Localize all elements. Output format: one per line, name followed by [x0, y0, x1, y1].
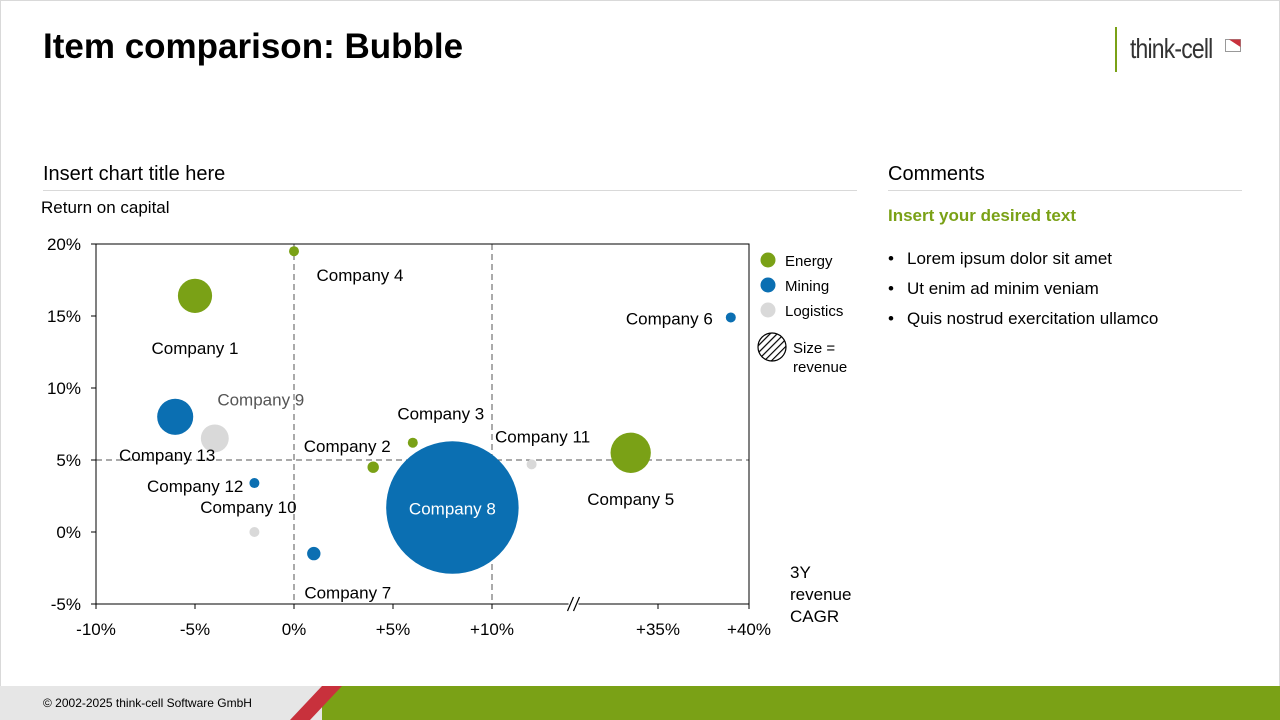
bubble-label: Company 6: [626, 309, 713, 328]
bubble: [307, 546, 321, 561]
size-legend-icon: [757, 332, 787, 362]
legend-label: Energy: [785, 253, 833, 270]
bubble-label: Company 3: [397, 405, 484, 424]
x-tick-label: -10%: [76, 620, 116, 639]
bullet-dot-icon: •: [888, 279, 894, 298]
bubble: [177, 278, 213, 313]
legend-label: Logistics: [785, 303, 843, 320]
comments-divider: [888, 190, 1242, 191]
bubble-label: Company 11: [495, 427, 590, 446]
bubble-label: Company 13: [119, 446, 215, 465]
plot-frame: [95, 243, 750, 605]
legend-marker: [760, 252, 776, 268]
footer-red-stripe: [290, 686, 342, 720]
comments-title: Comments: [888, 163, 985, 185]
x-axis-label: 3Y revenue CAGR: [790, 563, 851, 626]
bubble-label: Company 1: [152, 339, 239, 358]
legend-marker: [760, 302, 776, 318]
bullet-item: • Lorem ipsum dolor sit amet: [888, 244, 1158, 274]
bubble: [610, 432, 651, 473]
bubble-label: Company 7: [304, 584, 391, 603]
x-tick-label: 0%: [282, 620, 307, 639]
bubble-label: Company 4: [317, 266, 404, 285]
bubble: [289, 246, 299, 257]
y-tick-label: 15%: [47, 307, 81, 326]
x-tick-label: +10%: [470, 620, 514, 639]
axis-break-mark: [566, 596, 575, 612]
x-tick-label: +35%: [636, 620, 680, 639]
y-tick-label: 20%: [47, 235, 81, 254]
legend-marker: [760, 277, 776, 293]
bubble: [249, 527, 260, 537]
axis-break-mark: [572, 596, 581, 612]
y-axis-label: Return on capital: [41, 198, 170, 217]
size-legend-label: Size = revenue: [793, 340, 847, 376]
bubble-label: Company 5: [587, 490, 674, 509]
bubble-label: Company 12: [147, 477, 243, 496]
bullet-item: • Quis nostrud exercitation ullamco: [888, 304, 1158, 334]
bullet-text: Ut enim ad minim veniam: [907, 279, 1099, 298]
bullet-item: • Ut enim ad minim veniam: [888, 274, 1158, 304]
y-tick-label: 5%: [56, 451, 81, 470]
comments-subtitle: Insert your desired text: [888, 206, 1077, 225]
bubble: [249, 478, 260, 489]
y-tick-label: 10%: [47, 379, 81, 398]
axis-break-gap: [568, 596, 579, 612]
logo-mark-icon: [1225, 39, 1241, 52]
think-cell-logo: think-cell: [1115, 27, 1245, 73]
bubble-chart: Return on capital -5% 0% 5% 10% 15% 20% -10% -5…: [41, 198, 851, 639]
bubble: [526, 459, 537, 470]
x-tick-label: -5%: [180, 620, 210, 639]
bubble-label: Company 10: [200, 498, 296, 517]
bullet-dot-icon: •: [888, 249, 894, 268]
bubble: [200, 424, 229, 453]
comments-bullet-list: • Lorem ipsum dolor sit amet • Ut enim ad …: [888, 244, 1158, 334]
bubble-label: Company 9: [217, 390, 304, 409]
bubble-label: Company 2: [304, 437, 391, 456]
y-tick-label: 0%: [56, 523, 81, 542]
bullet-dot-icon: •: [888, 309, 894, 328]
bubble: [407, 437, 418, 448]
x-tick-label: +5%: [376, 620, 411, 639]
chart-section-title: Insert chart title here: [43, 163, 226, 185]
bubble: [386, 441, 519, 574]
bullet-text: Quis nostrud exercitation ullamco: [907, 309, 1159, 328]
logo-accent-bar: [1115, 27, 1117, 72]
logo-text: think-cell: [1130, 33, 1213, 64]
footer-green-band: [322, 686, 1280, 720]
legend-label: Mining: [785, 278, 829, 295]
bubble: [725, 312, 736, 323]
copyright-text: © 2002-2025 think-cell Software GmbH: [43, 696, 252, 710]
chart-title-divider: [43, 190, 857, 191]
bubble: [367, 461, 379, 473]
bubble: [157, 398, 194, 435]
y-tick-label: -5%: [51, 595, 81, 614]
bubble-label: Company 8: [409, 500, 496, 519]
bullet-text: Lorem ipsum dolor sit amet: [907, 249, 1113, 268]
slide-title: Item comparison: Bubble: [43, 27, 464, 66]
x-tick-label: +40%: [727, 620, 771, 639]
